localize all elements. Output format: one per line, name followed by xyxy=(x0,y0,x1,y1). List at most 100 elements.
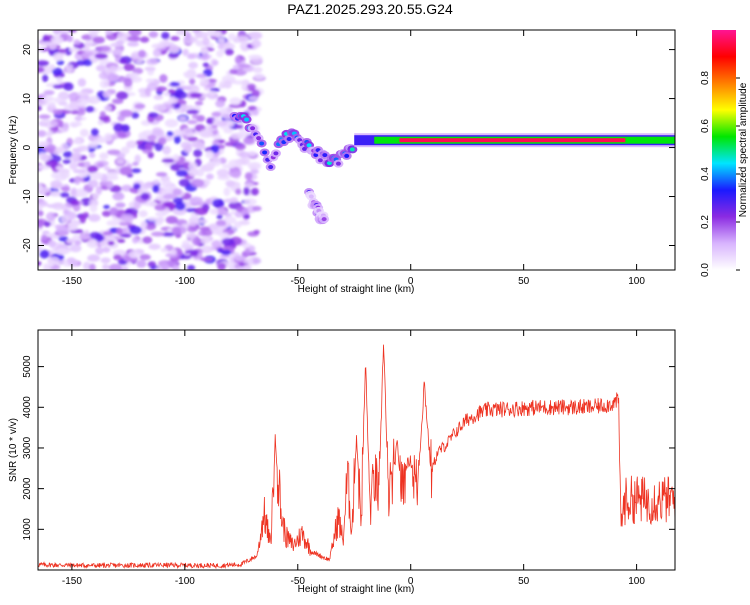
spectrogram-noise-blob xyxy=(188,168,198,177)
spectrogram-noise-blob xyxy=(120,233,132,238)
spectrogram-noise-blob xyxy=(242,66,253,73)
spectrogram-noise-blob xyxy=(69,47,79,53)
spectrogram-noise-blob xyxy=(68,30,77,33)
spectrogram-noise-blob xyxy=(197,219,209,224)
spectrogram-noise-blob xyxy=(68,259,79,267)
spectrogram-noise-blob xyxy=(186,119,198,125)
spectrogram-noise-blob xyxy=(140,220,148,229)
spectrogram-noise-blob xyxy=(87,179,99,188)
spectrogram-noise-blob xyxy=(220,83,230,88)
spectrogram-noise-blob xyxy=(217,43,224,50)
spectrogram-noise-blob xyxy=(134,103,146,110)
spectrogram-noise-blob xyxy=(120,213,135,222)
spectrogram-noise-blob xyxy=(183,71,197,77)
spectrogram-noise-blob xyxy=(196,31,209,39)
spectrogram-noise-blob xyxy=(241,208,249,216)
spectrogram-noise-blob xyxy=(211,111,222,117)
spectrogram-noise-blob xyxy=(228,33,236,41)
spectrogram-noise-blob xyxy=(165,215,178,225)
spectrogram-noise-blob xyxy=(111,98,124,105)
spectrogram-noise-blob xyxy=(120,146,130,155)
spectrogram-noise-blob xyxy=(103,105,112,112)
spectrogram-noise-blob xyxy=(192,237,201,246)
spectrogram-noise-blob xyxy=(140,192,150,201)
snr-y-label: SNR (10 * v/v) xyxy=(8,418,19,482)
spectrogram-noise-blob xyxy=(210,144,220,154)
spectrogram-noise-blob xyxy=(43,90,55,95)
spectrogram-noise-blob xyxy=(209,208,220,215)
spectrogram-noise-blob xyxy=(69,162,78,170)
spectrogram-noise-blob xyxy=(248,95,259,101)
spectrogram-noise-blob xyxy=(59,170,70,179)
spectrogram-noise-blob xyxy=(53,52,64,62)
spectrogram-noise-blob xyxy=(41,96,55,102)
spectrogram-noise-blob xyxy=(123,63,135,72)
spectrogram-noise-blob xyxy=(169,81,181,87)
spectrogram-noise-blob xyxy=(76,190,89,198)
spectrogram-noise-blob xyxy=(115,91,129,100)
spectrogram-noise-blob xyxy=(95,64,107,72)
spectrogram-noise-blob xyxy=(185,85,192,91)
spectrogram-noise-blob xyxy=(215,99,226,108)
spectrogram-noise-blob xyxy=(38,219,44,229)
spectrogram-noise-blob xyxy=(160,262,169,270)
spectrogram-noise-blob xyxy=(83,160,91,169)
spectrogram-noise-blob xyxy=(106,170,118,180)
spectrogram-noise-blob xyxy=(161,158,176,163)
spectrogram-noise-blob xyxy=(216,168,230,177)
colorbar-tick-label: 0.4 xyxy=(700,167,711,181)
spectrogram-noise-blob xyxy=(116,158,125,165)
spectrogram-noise-blob xyxy=(42,263,54,268)
spectrogram-noise-blob xyxy=(73,39,81,45)
spectrogram-noise-blob xyxy=(87,254,101,262)
spectrogram-noise-blob xyxy=(194,100,204,106)
spectrogram-noise-blob xyxy=(89,263,96,270)
spectrogram-noise-blob xyxy=(50,35,64,45)
spectrogram-noise-blob xyxy=(176,169,188,177)
spectrogram-noise-blob xyxy=(106,220,120,227)
spectrogram-noise-blob xyxy=(68,101,78,111)
spectrogram-noise-blob xyxy=(243,198,257,206)
spectrogram-noise-blob xyxy=(166,131,174,137)
spectrogram-noise-blob xyxy=(39,249,50,259)
spectrogram-noise-blob xyxy=(89,203,98,213)
spectrogram-noise-blob xyxy=(139,254,151,261)
spectrogram-tone-core xyxy=(259,141,265,146)
spectrogram-noise-blob xyxy=(117,115,126,122)
spectrogram-noise-blob xyxy=(186,109,200,115)
spectrogram-noise-blob xyxy=(161,31,170,40)
spectrogram-noise-blob xyxy=(205,150,215,159)
snr-x-tick-label: 100 xyxy=(628,576,645,587)
spectrogram-noise-blob xyxy=(118,221,132,227)
spectrogram-noise-blob xyxy=(132,67,144,75)
spectrogram-x-tick-label: -100 xyxy=(175,276,195,287)
spectrogram-noise-blob xyxy=(189,78,196,85)
spectrogram-x-tick-label: 100 xyxy=(628,276,645,287)
spectrogram-noise-blob xyxy=(54,224,67,230)
spectrogram-tone-core xyxy=(335,161,341,166)
spectrogram-noise-blob xyxy=(110,42,123,48)
spectrogram-noise-blob xyxy=(187,264,196,270)
spectrogram-noise-blob xyxy=(55,165,63,171)
spectrogram-noise-blob xyxy=(101,264,110,270)
spectrogram-noise-blob xyxy=(191,141,204,148)
spectrogram-noise-blob xyxy=(154,86,168,92)
spectrogram-noise-blob xyxy=(193,207,208,216)
spectrogram-noise-blob xyxy=(249,245,256,253)
snr-series-line xyxy=(38,344,675,570)
spectrogram-x-tick-label: 50 xyxy=(518,276,530,287)
spectrogram-noise-blob xyxy=(199,82,208,87)
spectrogram-noise-blob xyxy=(173,134,181,144)
spectrogram-noise-blob xyxy=(155,216,165,224)
spectrogram-noise-blob xyxy=(206,119,214,125)
spectrogram-noise-blob xyxy=(77,145,87,150)
spectrogram-noise-blob xyxy=(148,31,159,38)
spectrogram-noise-blob xyxy=(103,166,111,171)
spectrogram-noise-blob xyxy=(196,168,205,177)
spectrogram-noise-blob xyxy=(199,129,213,138)
spectrogram-noise-blob xyxy=(189,252,198,257)
spectrogram-noise-blob xyxy=(88,141,99,148)
carrier-core xyxy=(399,138,626,143)
spectrogram-noise-blob xyxy=(223,216,237,224)
spectrogram-noise-blob xyxy=(145,66,154,71)
